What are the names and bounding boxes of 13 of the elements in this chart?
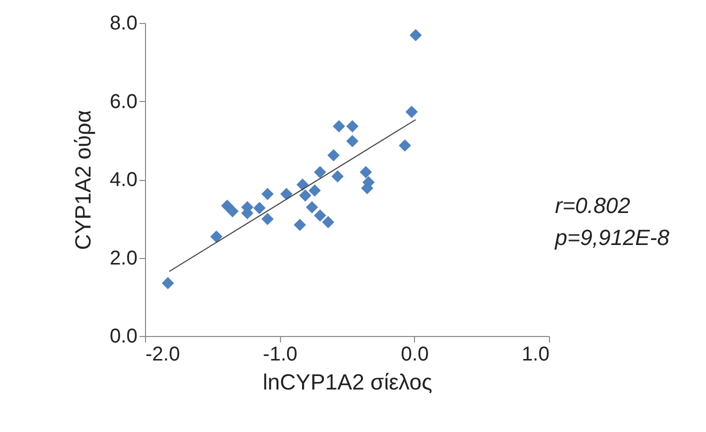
y-tick-label: 6.0	[110, 90, 138, 113]
y-tick-label: 4.0	[110, 169, 138, 191]
text: p=9,912E-8	[555, 224, 670, 252]
y-tick-label: 8.0	[110, 12, 138, 34]
x-tick-label: 0.0	[400, 344, 429, 366]
x-tick-label: 1.0	[522, 344, 550, 366]
y-tick-label: 0.0	[110, 326, 138, 348]
y-axis-title: CYP1A2 ούρα	[70, 110, 96, 250]
x-tick-label: -2.0	[146, 344, 180, 366]
x-tick-label: -1.0	[262, 344, 298, 366]
text: r=0.802	[555, 192, 632, 220]
y-tick-label: 2.0	[110, 247, 138, 270]
x-axis-title: lnCYP1A2 σίελος	[262, 370, 432, 394]
